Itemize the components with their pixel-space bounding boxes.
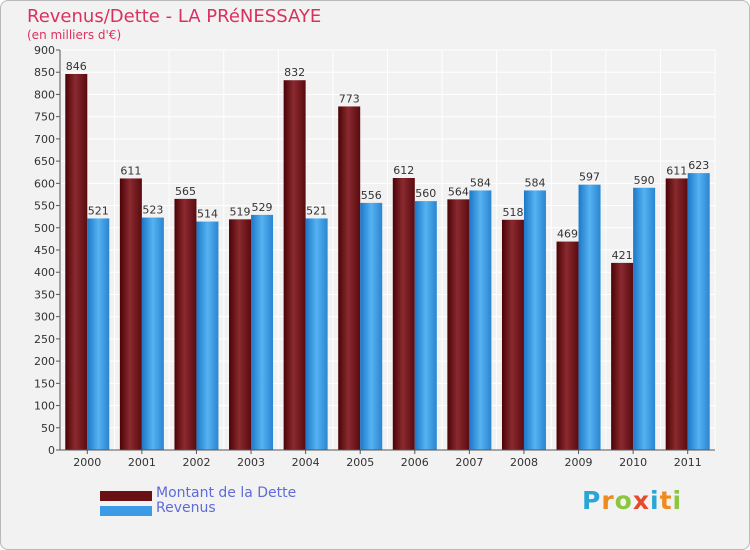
legend-label-revenue: Revenus [156, 500, 216, 516]
bar-revenue [360, 202, 383, 450]
y-tick-label: 400 [34, 266, 55, 279]
x-tick-label: 2009 [565, 456, 593, 469]
bar-debt [501, 219, 524, 450]
x-tick-label: 2011 [674, 456, 702, 469]
data-label: 519 [230, 205, 251, 218]
data-label: 846 [66, 60, 87, 73]
y-tick-label: 900 [34, 44, 55, 57]
y-tick-label: 450 [34, 244, 55, 257]
legend-swatch-debt [100, 491, 152, 501]
data-label: 518 [502, 206, 523, 219]
bar-debt [447, 199, 470, 450]
data-label: 612 [393, 164, 414, 177]
y-tick-label: 250 [34, 333, 55, 346]
logo-letter: t [659, 486, 673, 515]
data-label: 597 [579, 171, 600, 184]
data-label: 521 [88, 204, 109, 217]
chart-legend: Montant de la Dette Revenus [100, 485, 360, 516]
bar-debt [229, 219, 252, 450]
chart-subtitle: (en milliers d'€) [27, 28, 122, 42]
data-label: 611 [666, 164, 687, 177]
x-tick-label: 2002 [182, 456, 210, 469]
legend-swatch-revenue [100, 506, 152, 516]
bar-revenue [469, 190, 492, 450]
bar-debt [392, 178, 415, 450]
bar-debt [283, 80, 306, 450]
y-tick-label: 500 [34, 222, 55, 235]
proxiti-logo: Proxiti [582, 486, 682, 515]
bar-debt [174, 198, 197, 450]
bar-revenue [687, 173, 710, 450]
data-label: 565 [175, 185, 196, 198]
bar-debt [338, 106, 361, 450]
x-tick-label: 2000 [73, 456, 101, 469]
logo-letter: i [650, 486, 660, 515]
bar-revenue [523, 190, 546, 450]
data-label: 523 [142, 204, 163, 217]
logo-letter: x [632, 486, 650, 515]
y-tick-label: 700 [34, 133, 55, 146]
data-label: 469 [557, 228, 578, 241]
x-tick-label: 2010 [619, 456, 647, 469]
x-tick-label: 2004 [292, 456, 320, 469]
bar-revenue [251, 214, 274, 450]
data-label: 590 [634, 174, 655, 187]
y-tick-label: 650 [34, 155, 55, 168]
bar-revenue [305, 218, 328, 450]
y-tick-label: 550 [34, 200, 55, 213]
bar-revenue [578, 184, 601, 450]
logo-letter: o [614, 486, 633, 515]
y-tick-label: 0 [48, 444, 55, 457]
data-label: 584 [470, 176, 491, 189]
x-tick-label: 2001 [128, 456, 156, 469]
y-tick-label: 200 [34, 355, 55, 368]
x-tick-label: 2008 [510, 456, 538, 469]
bar-revenue [196, 221, 219, 450]
data-label: 529 [252, 201, 273, 214]
logo-letter: P [582, 486, 602, 515]
logo-letter: i [672, 486, 683, 515]
bar-debt [65, 74, 88, 450]
chart-title: Revenus/Dette - LA PRéNESSAYE [27, 6, 322, 27]
bar-revenue [414, 201, 437, 450]
data-label: 560 [415, 187, 436, 200]
data-label: 556 [361, 189, 382, 202]
x-tick-label: 2007 [455, 456, 483, 469]
y-tick-label: 350 [34, 288, 55, 301]
legend-item-revenue: Revenus [100, 500, 360, 516]
logo-letter: r [601, 486, 615, 515]
x-tick-label: 2003 [237, 456, 265, 469]
data-label: 623 [688, 159, 709, 172]
bar-debt [556, 241, 579, 450]
bar-revenue [87, 218, 110, 450]
bar-debt [119, 178, 142, 450]
data-label: 421 [612, 249, 633, 262]
bar-revenue [141, 217, 164, 450]
data-label: 564 [448, 185, 469, 198]
data-label: 773 [339, 92, 360, 105]
y-tick-label: 750 [34, 111, 55, 124]
legend-item-debt: Montant de la Dette [100, 485, 360, 501]
bar-debt [611, 262, 634, 450]
x-tick-label: 2005 [346, 456, 374, 469]
legend-label-debt: Montant de la Dette [156, 485, 297, 501]
y-tick-label: 600 [34, 177, 55, 190]
y-tick-label: 800 [34, 88, 55, 101]
data-label: 611 [120, 164, 141, 177]
data-label: 584 [524, 176, 545, 189]
data-label: 514 [197, 208, 218, 221]
bar-revenue [633, 187, 656, 450]
y-tick-label: 100 [34, 400, 55, 413]
y-tick-label: 50 [41, 422, 55, 435]
y-tick-label: 150 [34, 377, 55, 390]
data-label: 832 [284, 66, 305, 79]
bar-debt [665, 178, 688, 450]
data-label: 521 [306, 204, 327, 217]
x-tick-label: 2006 [401, 456, 429, 469]
y-tick-label: 850 [34, 66, 55, 79]
y-tick-label: 300 [34, 311, 55, 324]
